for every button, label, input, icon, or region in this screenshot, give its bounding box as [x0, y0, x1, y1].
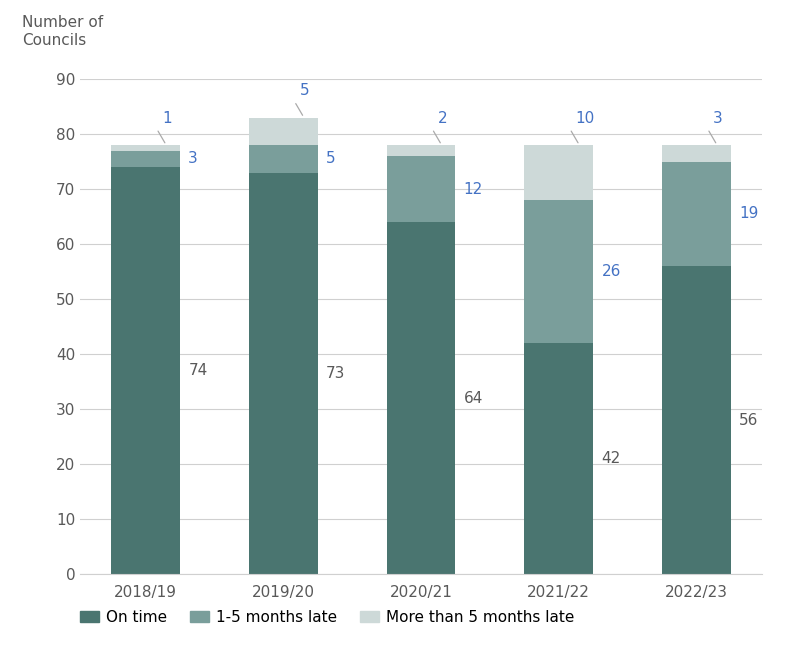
Bar — [662, 145, 731, 162]
Text: 3: 3 — [713, 111, 723, 126]
Text: 42: 42 — [602, 451, 621, 466]
Bar — [249, 173, 318, 574]
Bar — [525, 200, 593, 343]
Text: 64: 64 — [464, 391, 483, 406]
Text: Number of
Councils: Number of Councils — [22, 15, 103, 48]
Bar — [111, 150, 180, 167]
Text: 2: 2 — [438, 111, 448, 126]
Bar — [249, 145, 318, 173]
Text: 5: 5 — [300, 83, 310, 98]
Legend: On time, 1-5 months late, More than 5 months late: On time, 1-5 months late, More than 5 mo… — [75, 604, 581, 631]
Text: 73: 73 — [326, 366, 346, 381]
Text: 1: 1 — [162, 111, 172, 126]
Bar — [249, 117, 318, 145]
Text: 74: 74 — [188, 363, 208, 378]
Bar — [662, 162, 731, 266]
Text: 5: 5 — [326, 151, 336, 166]
Bar — [387, 222, 456, 574]
Bar — [111, 145, 180, 150]
Bar — [387, 156, 456, 222]
Text: 3: 3 — [188, 151, 198, 166]
Text: 10: 10 — [575, 111, 594, 126]
Bar — [525, 343, 593, 574]
Bar — [387, 145, 456, 156]
Text: 56: 56 — [739, 412, 759, 428]
Bar — [111, 167, 180, 574]
Text: 19: 19 — [739, 207, 759, 222]
Text: 26: 26 — [602, 264, 621, 279]
Bar — [525, 145, 593, 200]
Text: 12: 12 — [464, 182, 483, 197]
Bar — [662, 266, 731, 574]
